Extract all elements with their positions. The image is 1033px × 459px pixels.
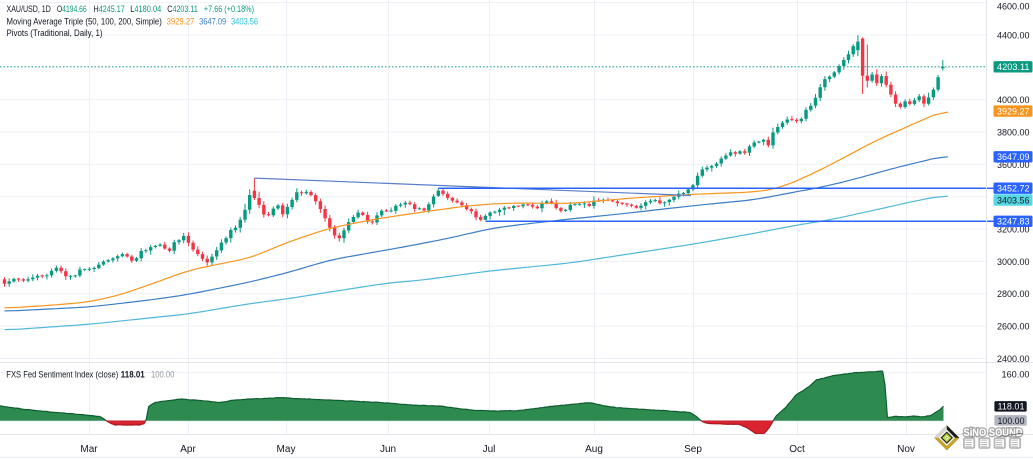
svg-text:Aug: Aug <box>585 444 603 455</box>
svg-text:3929.27: 3929.27 <box>997 107 1030 118</box>
svg-text:FXS Fed Sentiment Index (close: FXS Fed Sentiment Index (close) <box>6 370 118 380</box>
svg-text:3000.00: 3000.00 <box>997 257 1030 268</box>
svg-text:Moving Average Triple (50, 100: Moving Average Triple (50, 100, 200, Sim… <box>7 16 162 26</box>
svg-text:+7.66 (+0.18%): +7.66 (+0.18%) <box>204 4 254 14</box>
svg-text:Jun: Jun <box>380 444 396 455</box>
svg-text:3247.83: 3247.83 <box>997 217 1030 228</box>
svg-text:4600.00: 4600.00 <box>997 1 1030 12</box>
svg-text:3647.09: 3647.09 <box>997 152 1030 163</box>
svg-text:100.00: 100.00 <box>998 416 1025 427</box>
svg-text:Nov: Nov <box>897 444 915 455</box>
svg-text:Mar: Mar <box>80 444 98 455</box>
svg-text:3403.56: 3403.56 <box>231 16 258 26</box>
svg-text:L4180.04: L4180.04 <box>130 4 161 14</box>
svg-text:3452.72: 3452.72 <box>997 184 1030 195</box>
svg-text:4400.00: 4400.00 <box>997 30 1030 41</box>
svg-text:4000.00: 4000.00 <box>997 95 1030 106</box>
svg-text:3647.09: 3647.09 <box>199 16 226 26</box>
svg-text:3403.56: 3403.56 <box>997 195 1030 206</box>
svg-text:Oct: Oct <box>789 444 805 455</box>
svg-text:XAU/USD, 1D: XAU/USD, 1D <box>7 4 52 14</box>
svg-text:May: May <box>277 444 296 455</box>
svg-text:Sep: Sep <box>684 444 702 455</box>
svg-text:3200.00: 3200.00 <box>997 225 1030 236</box>
svg-text:160.00: 160.00 <box>1002 369 1030 380</box>
svg-text:2800.00: 2800.00 <box>997 289 1030 300</box>
svg-text:4203.11: 4203.11 <box>997 62 1030 73</box>
svg-text:Apr: Apr <box>180 444 196 455</box>
svg-text:SiNO SOUND: SiNO SOUND <box>964 427 1023 439</box>
svg-text:C4203.11: C4203.11 <box>167 4 198 14</box>
svg-text:Jul: Jul <box>483 444 496 455</box>
svg-text:H4245.17: H4245.17 <box>94 4 125 14</box>
svg-text:118.01: 118.01 <box>998 402 1025 413</box>
svg-text:2400.00: 2400.00 <box>997 354 1030 365</box>
svg-text:Pivots (Traditional, Daily, 1): Pivots (Traditional, Daily, 1) <box>7 28 103 38</box>
svg-text:100.00: 100.00 <box>151 370 174 380</box>
svg-text:3800.00: 3800.00 <box>997 127 1030 138</box>
svg-text:2600.00: 2600.00 <box>997 322 1030 333</box>
svg-text:O4194.66: O4194.66 <box>57 4 87 14</box>
svg-text:3600.00: 3600.00 <box>997 160 1030 171</box>
svg-text:3929.27: 3929.27 <box>167 16 195 26</box>
svg-text:118.01: 118.01 <box>121 370 145 380</box>
